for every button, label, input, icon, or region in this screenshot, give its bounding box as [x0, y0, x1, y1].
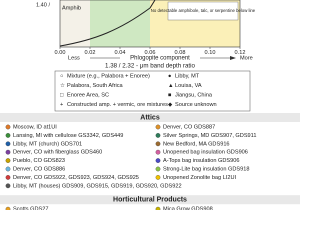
legend-symbol: ◆ [168, 102, 173, 108]
legend-label: Constructed amp. + vermic, ore mixtures [67, 102, 168, 108]
legend-symbol: □ [60, 92, 64, 98]
list-dot [5, 206, 11, 210]
list-item: Scotts GDS27 [13, 207, 48, 210]
region-mid [90, 0, 150, 47]
list-dot [155, 175, 161, 180]
section-header-bg [0, 195, 300, 205]
arrow-label: Phlogopite component [130, 56, 190, 62]
list-item: Denver, CO GDS922, GDS923, GDS924, GDS92… [13, 175, 139, 181]
legend-symbol: ☆ [60, 82, 65, 89]
list-dot [5, 175, 11, 180]
x-tick-label: 0.10 [205, 50, 216, 56]
list-dot [155, 149, 161, 155]
list-item: Denver, CO GDS886 [13, 166, 65, 172]
x-tick-label: 0.08 [175, 50, 186, 56]
list-dot [155, 141, 161, 147]
list-item: Unopened Zonolite bag LI2UI [163, 175, 237, 181]
legend-label: Mixture (e.g., Palabora + Enoree) [67, 73, 150, 79]
list-item: Unopened bag insulation GDS906 [163, 150, 248, 156]
legend-label: Palabora, South Africa [67, 83, 124, 89]
legend-label: Libby, MT [175, 73, 200, 79]
section-title: Attics [140, 115, 160, 122]
list-dot [5, 149, 11, 155]
threshold-curve [59, 0, 156, 47]
list-item: Lansing, MI with cellulose GS3342, GDS44… [13, 133, 123, 139]
legend-label: Jiangsu, China [175, 92, 213, 98]
x-tick-label: 0.04 [115, 50, 126, 56]
legend-box [54, 70, 251, 112]
list-item: Silver Springs, MD GDS907, GDS911 [163, 133, 256, 139]
list-dot [155, 158, 161, 163]
arrow-label: More [240, 55, 253, 61]
list-dot [155, 166, 161, 172]
list-dot [5, 124, 11, 130]
section-title: Horticultural Products [113, 197, 187, 204]
list-item: Mica Grow GDS908 [163, 207, 213, 210]
arrow-head [230, 56, 236, 60]
list-item: Libby, MT (houses) GDS909, GDS915, GDS91… [13, 183, 182, 189]
list-dot [5, 183, 11, 189]
legend-symbol: ● [168, 73, 171, 79]
section-header-bg [0, 113, 300, 122]
legend-label: Source unknown [175, 102, 217, 108]
arrow-label: Less [68, 55, 80, 61]
list-item: A-Tops bag insulation GDS906 [163, 158, 240, 164]
arrow-label-bg [120, 54, 200, 62]
list-item: Denver, CO with fiberglass GDS460 [13, 150, 102, 156]
list-dot [5, 158, 11, 163]
x-tick-label: 0.00 [55, 50, 66, 56]
list-item: Denver, CO GDS887 [163, 124, 215, 130]
list-item: Pueblo, CO GDS823 [13, 158, 65, 164]
x-tick-label: 0.06 [145, 50, 156, 56]
figure: 0.00 0.02 0.04 0.06 0.08 0.10 0.12 1.40 / Amphib… [0, 0, 300, 210]
list-item: Libby, MT (church) GDS701 [13, 141, 82, 147]
list-dot [5, 166, 11, 172]
legend-symbol: ■ [168, 92, 172, 98]
legend-symbol: ○ [60, 73, 63, 79]
list-dot [5, 133, 11, 138]
list-dot [5, 141, 11, 147]
annotation: No detectable amphibole, talc, or serpen… [151, 8, 256, 13]
list-item: Moscow, ID at1UI [13, 124, 57, 130]
legend-label: Enoree Area, SC [67, 92, 109, 98]
legend-label: Louisa, VA [175, 83, 202, 89]
list-item: Strong-Lite bag insulation GDS918 [163, 166, 249, 172]
list-item: New Bedford, MA GDS916 [163, 141, 230, 147]
legend-symbol: + [60, 102, 63, 108]
list-dot [155, 206, 161, 210]
annotation: Amphib [62, 5, 81, 11]
list-dot [155, 124, 161, 130]
annotation-box [167, 1, 239, 21]
x-tick-label: 0.12 [235, 50, 246, 56]
region-low [60, 0, 90, 47]
x-axis-label: 1.38 / 2.32 - μm band depth ratio [105, 63, 195, 70]
legend-symbol: ▲ [168, 83, 174, 89]
list-dot [155, 133, 161, 138]
y-axis-label: 1.40 / [36, 2, 50, 8]
x-tick-label: 0.02 [85, 50, 96, 56]
